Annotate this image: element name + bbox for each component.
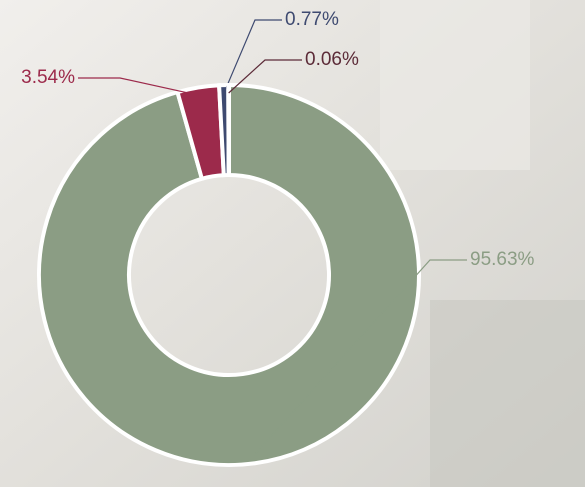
value-label: 95.63% [470, 249, 535, 270]
chart: 95.63% 3.54% 0.77% 0.06% [0, 0, 585, 487]
slice [228, 85, 229, 175]
value-label: 3.54% [21, 67, 75, 88]
value-label: 0.77% [285, 9, 339, 30]
building [380, 0, 530, 170]
building [430, 300, 585, 487]
value-label: 0.06% [305, 49, 359, 70]
